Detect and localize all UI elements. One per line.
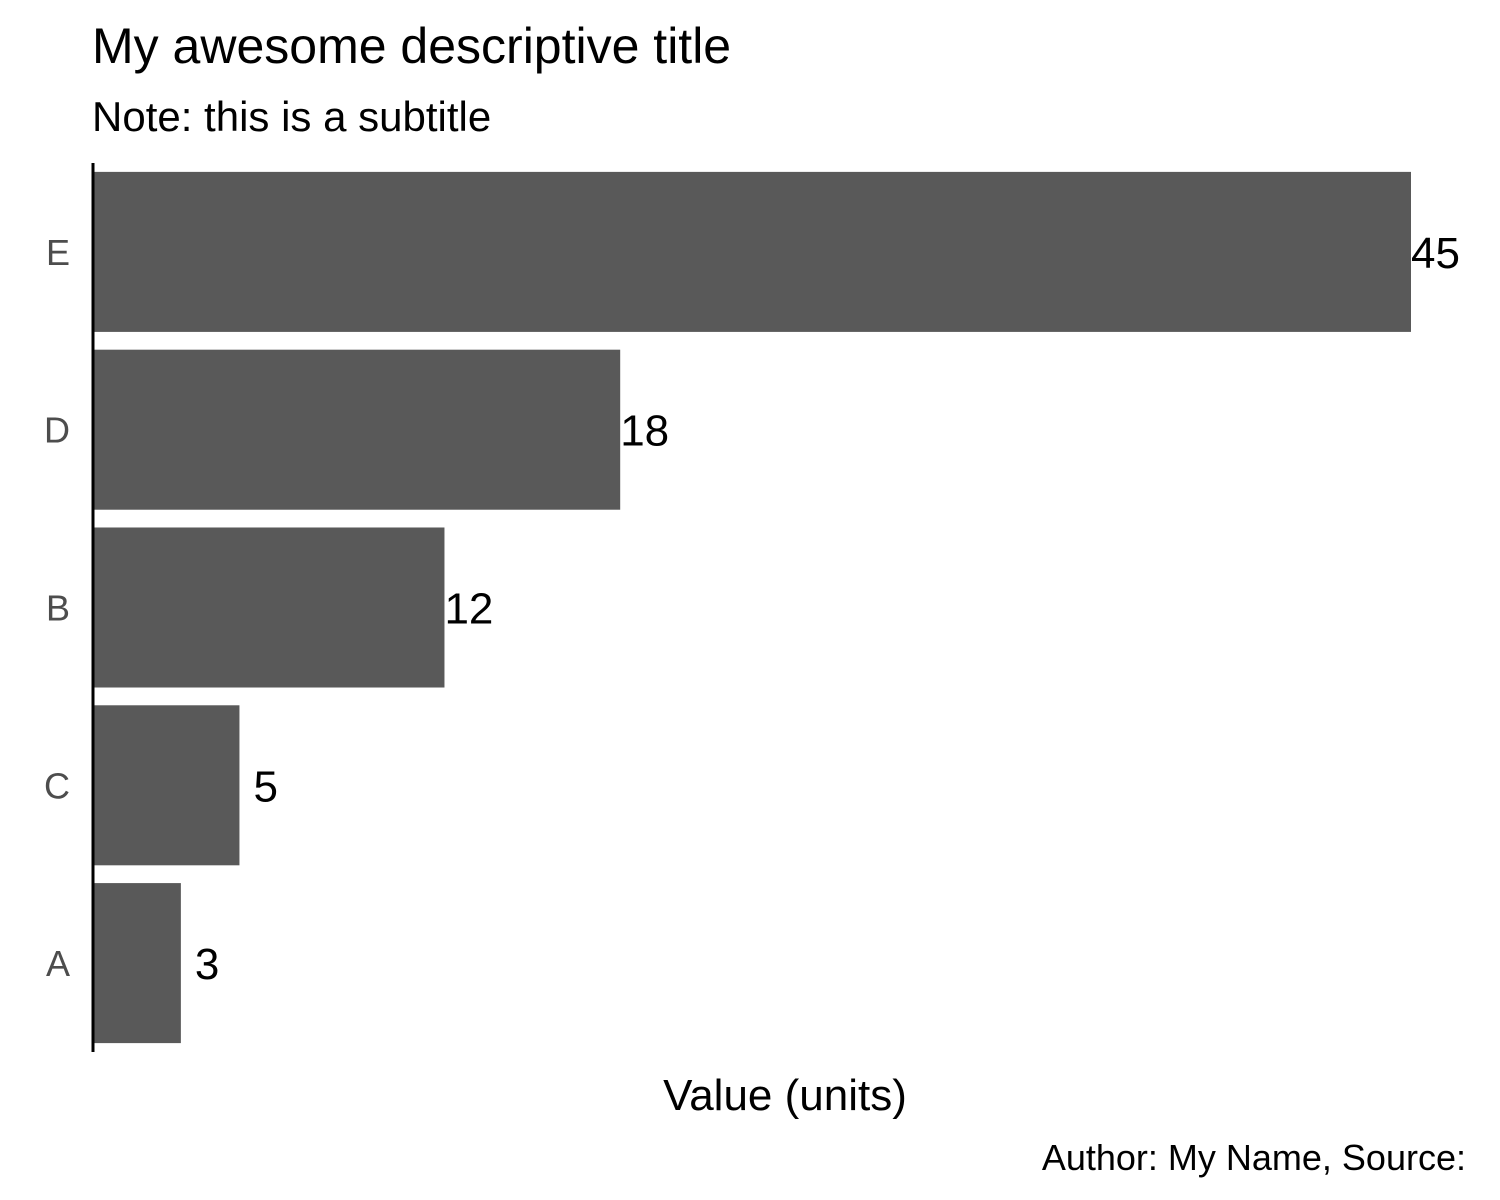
value-label-e: 45	[1411, 229, 1460, 278]
value-label-a: 3	[195, 940, 219, 989]
chart-title: My awesome descriptive title	[92, 18, 731, 74]
chart-subtitle: Note: this is a subtitle	[92, 93, 491, 140]
category-labels-layer: E D B C A	[44, 232, 70, 984]
bar-a	[93, 883, 181, 1044]
category-label-c: C	[44, 765, 70, 806]
value-labels-layer: 45 18 12 5 3	[195, 229, 1460, 989]
bar-c	[93, 705, 240, 866]
bar-d	[93, 349, 621, 510]
value-label-d: 18	[620, 407, 669, 456]
value-label-b: 12	[444, 585, 493, 634]
chart-caption: Author: My Name, Source:	[1042, 1137, 1466, 1178]
category-label-e: E	[46, 232, 70, 273]
value-label-c: 5	[253, 762, 277, 811]
x-axis-title: Value (units)	[663, 1071, 907, 1120]
category-label-a: A	[46, 943, 70, 984]
bar-e	[93, 171, 1411, 332]
category-label-d: D	[44, 410, 70, 451]
bar-b	[93, 527, 445, 688]
bars-layer	[93, 171, 1411, 1044]
category-label-b: B	[46, 588, 70, 629]
